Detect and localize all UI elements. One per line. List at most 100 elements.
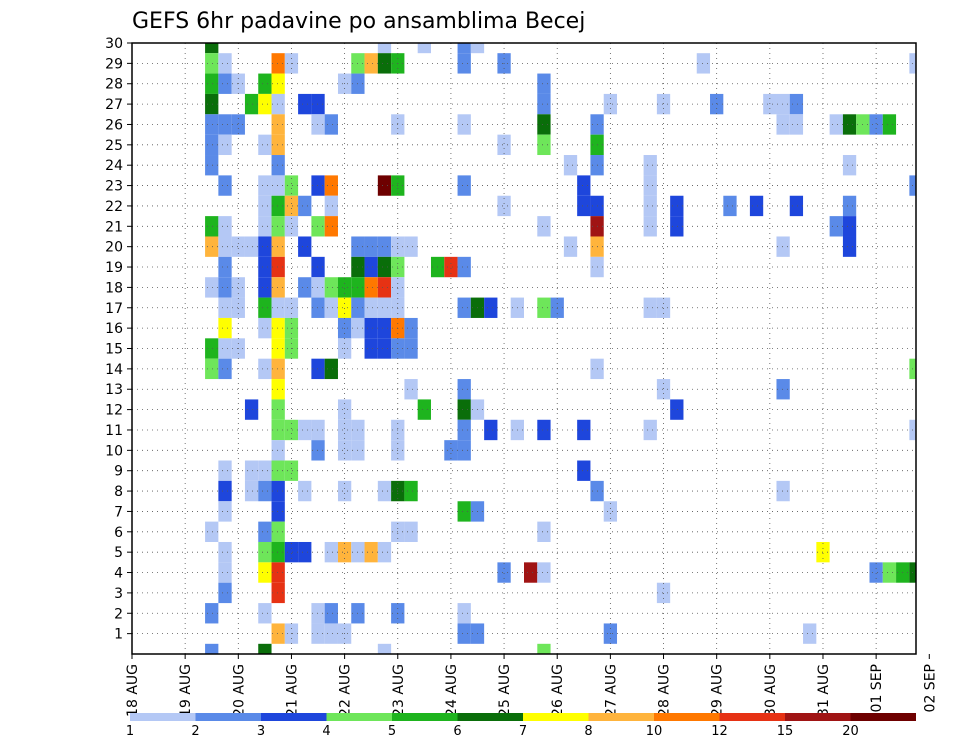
heatmap-cell xyxy=(244,93,259,115)
heatmap-cell xyxy=(563,155,578,176)
heatmap-cell xyxy=(337,480,352,502)
heatmap-cell xyxy=(271,440,285,461)
heatmap-cell xyxy=(377,277,392,298)
x-tick-label: 30 AUG xyxy=(763,664,779,717)
heatmap-cell xyxy=(337,440,352,461)
heatmap-cell xyxy=(696,53,711,74)
heatmap-cell xyxy=(298,236,312,257)
heatmap-cell xyxy=(577,419,591,441)
legend-level-label: 20 xyxy=(842,724,859,739)
x-tick-label: 22 AUG xyxy=(338,664,354,717)
heatmap-cell xyxy=(258,480,272,502)
heatmap-cell xyxy=(710,93,724,115)
y-tick-label: 26 xyxy=(105,117,123,133)
heatmap-cell xyxy=(311,277,325,298)
heatmap-cell xyxy=(643,175,657,196)
heatmap-cell xyxy=(789,114,804,135)
heatmap-cell xyxy=(776,236,790,257)
y-tick-label: 7 xyxy=(114,504,123,520)
heatmap-cell xyxy=(311,440,325,461)
y-tick-label: 21 xyxy=(105,219,123,235)
heatmap-cell xyxy=(404,379,418,400)
heatmap-cell xyxy=(337,399,352,420)
x-tick-label: 19 AUG xyxy=(178,664,194,717)
legend-swatch xyxy=(785,713,851,721)
heatmap-cell xyxy=(271,521,285,542)
heatmap-cell xyxy=(271,175,285,196)
heatmap-cell xyxy=(205,43,219,54)
grid-layer xyxy=(131,42,916,654)
heatmap-cell xyxy=(244,236,259,257)
heatmap-cell xyxy=(205,338,219,359)
heatmap-cell xyxy=(311,114,325,135)
heatmap-cell xyxy=(218,216,232,237)
y-tick-label: 23 xyxy=(105,179,123,195)
heatmap-cell xyxy=(869,114,883,135)
legend-swatch xyxy=(130,713,196,721)
heatmap-cell xyxy=(842,114,857,135)
heatmap-cell xyxy=(670,195,684,217)
heatmap-cell xyxy=(457,623,471,644)
x-tick-label: 18 AUG xyxy=(125,664,141,717)
x-tick-label: 26 AUG xyxy=(550,664,566,717)
heatmap-cell xyxy=(377,236,392,257)
heatmap-cell xyxy=(205,236,219,257)
heatmap-cell xyxy=(231,114,245,135)
heatmap-cell xyxy=(311,419,325,441)
legend-swatch xyxy=(850,713,916,721)
heatmap-cell xyxy=(364,256,378,278)
heatmap-cell xyxy=(271,623,285,644)
heatmap-cell xyxy=(218,582,232,604)
chart-title: GEFS 6hr padavine po ansamblima Becej xyxy=(132,9,585,34)
heatmap-cell xyxy=(284,419,299,441)
y-tick-label: 8 xyxy=(114,484,123,500)
heatmap-cell xyxy=(271,256,285,278)
y-tick-label: 17 xyxy=(105,301,123,317)
heatmap-cell xyxy=(205,73,219,94)
y-tick-label: 25 xyxy=(105,138,123,154)
heatmap-cell xyxy=(524,562,538,583)
x-tick-label: 20 AUG xyxy=(231,664,247,717)
heatmap-cell xyxy=(205,53,219,74)
legend-level-label: 12 xyxy=(711,724,728,739)
heatmap-cell xyxy=(337,297,352,318)
heatmap-cell xyxy=(271,419,285,441)
heatmap-cell xyxy=(311,93,325,115)
legend-level-label: 1 xyxy=(126,724,134,739)
heatmap-cell xyxy=(484,297,498,318)
y-tick-label: 13 xyxy=(105,382,123,398)
y-tick-label: 15 xyxy=(105,342,123,358)
heatmap-cell xyxy=(324,195,338,217)
heatmap-cell xyxy=(457,175,471,196)
heatmap-cell xyxy=(776,114,790,135)
heatmap-cell xyxy=(284,541,299,563)
heatmap-cell xyxy=(377,480,392,502)
heatmap-cell xyxy=(842,195,857,217)
heatmap-cell xyxy=(205,216,219,237)
y-tick-label: 24 xyxy=(105,158,123,174)
y-tick-label: 1 xyxy=(114,627,123,643)
heatmap-cell xyxy=(258,358,272,380)
legend-swatch xyxy=(523,713,589,721)
legend-swatch xyxy=(588,713,654,721)
heatmap-cell xyxy=(537,521,551,542)
heatmap-cell xyxy=(842,216,857,237)
heatmap-cell xyxy=(603,93,618,115)
heatmap-cell xyxy=(271,114,285,135)
legend-swatch xyxy=(719,713,785,721)
heatmap-cell xyxy=(271,379,285,400)
heatmap-cell xyxy=(364,53,378,74)
x-tick-label: 27 AUG xyxy=(603,664,619,717)
heatmap-cell xyxy=(271,195,285,217)
heatmap-cell xyxy=(364,541,378,563)
heatmap-cell xyxy=(218,460,232,481)
legend-level-label: 8 xyxy=(584,724,592,739)
heatmap-cell xyxy=(205,277,219,298)
heatmap-cell xyxy=(537,73,551,94)
legend-swatch xyxy=(457,713,523,721)
heatmap-cell xyxy=(537,419,551,441)
heatmap-cell xyxy=(670,399,684,420)
heatmap-cell xyxy=(218,73,232,94)
heatmap-cell xyxy=(258,521,272,542)
heatmap-cell xyxy=(218,236,232,257)
